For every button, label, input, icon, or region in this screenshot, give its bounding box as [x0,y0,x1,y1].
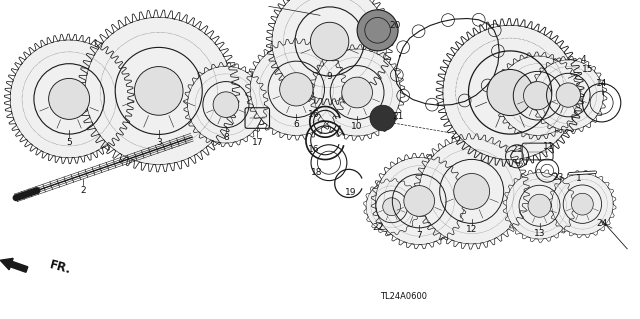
Circle shape [552,174,613,235]
Circle shape [272,0,387,99]
Text: 13: 13 [534,229,545,238]
Text: 18: 18 [311,168,323,177]
Text: 7: 7 [417,231,422,240]
Text: 24: 24 [596,219,607,228]
Circle shape [310,22,349,61]
Circle shape [366,181,417,232]
Text: 12: 12 [466,225,477,234]
Text: 17: 17 [252,138,263,147]
Circle shape [454,174,490,209]
Text: 16: 16 [308,110,319,119]
Text: 23: 23 [552,173,564,182]
Circle shape [383,198,401,216]
Text: 6: 6 [294,120,299,129]
Text: 22: 22 [372,223,383,232]
Circle shape [10,40,128,158]
Text: 16: 16 [308,145,319,154]
Circle shape [487,70,533,115]
Circle shape [443,25,577,160]
Circle shape [533,60,604,130]
Circle shape [419,139,524,244]
Circle shape [342,77,372,108]
Text: 15: 15 [582,65,593,74]
Text: 1: 1 [577,174,582,183]
Circle shape [49,78,90,119]
Text: 11: 11 [543,142,555,151]
Circle shape [404,186,435,216]
Circle shape [314,49,401,136]
Circle shape [506,173,573,239]
Circle shape [556,83,580,107]
Text: FR.: FR. [48,259,72,277]
Circle shape [357,10,398,51]
Circle shape [188,66,264,143]
Text: TL24A0600: TL24A0600 [380,292,427,301]
Text: 20: 20 [390,21,401,30]
Circle shape [370,105,396,131]
Circle shape [213,92,239,117]
Text: 21: 21 [392,112,404,121]
Circle shape [85,17,232,165]
Circle shape [280,73,313,106]
Circle shape [528,194,551,217]
Text: 9: 9 [327,72,332,81]
Text: 10: 10 [351,122,363,131]
Circle shape [250,43,342,135]
Text: 23: 23 [511,145,523,154]
FancyArrow shape [0,258,28,272]
Text: 14: 14 [596,79,607,88]
Circle shape [498,56,577,135]
Text: 8: 8 [223,133,228,142]
Text: 5: 5 [67,138,72,147]
Text: 4: 4 [581,56,586,64]
Text: 19: 19 [345,189,356,197]
Circle shape [524,82,552,110]
Text: 2: 2 [81,186,86,195]
Circle shape [376,158,463,244]
Circle shape [134,67,183,115]
Text: 3: 3 [156,138,161,147]
Circle shape [572,193,593,215]
